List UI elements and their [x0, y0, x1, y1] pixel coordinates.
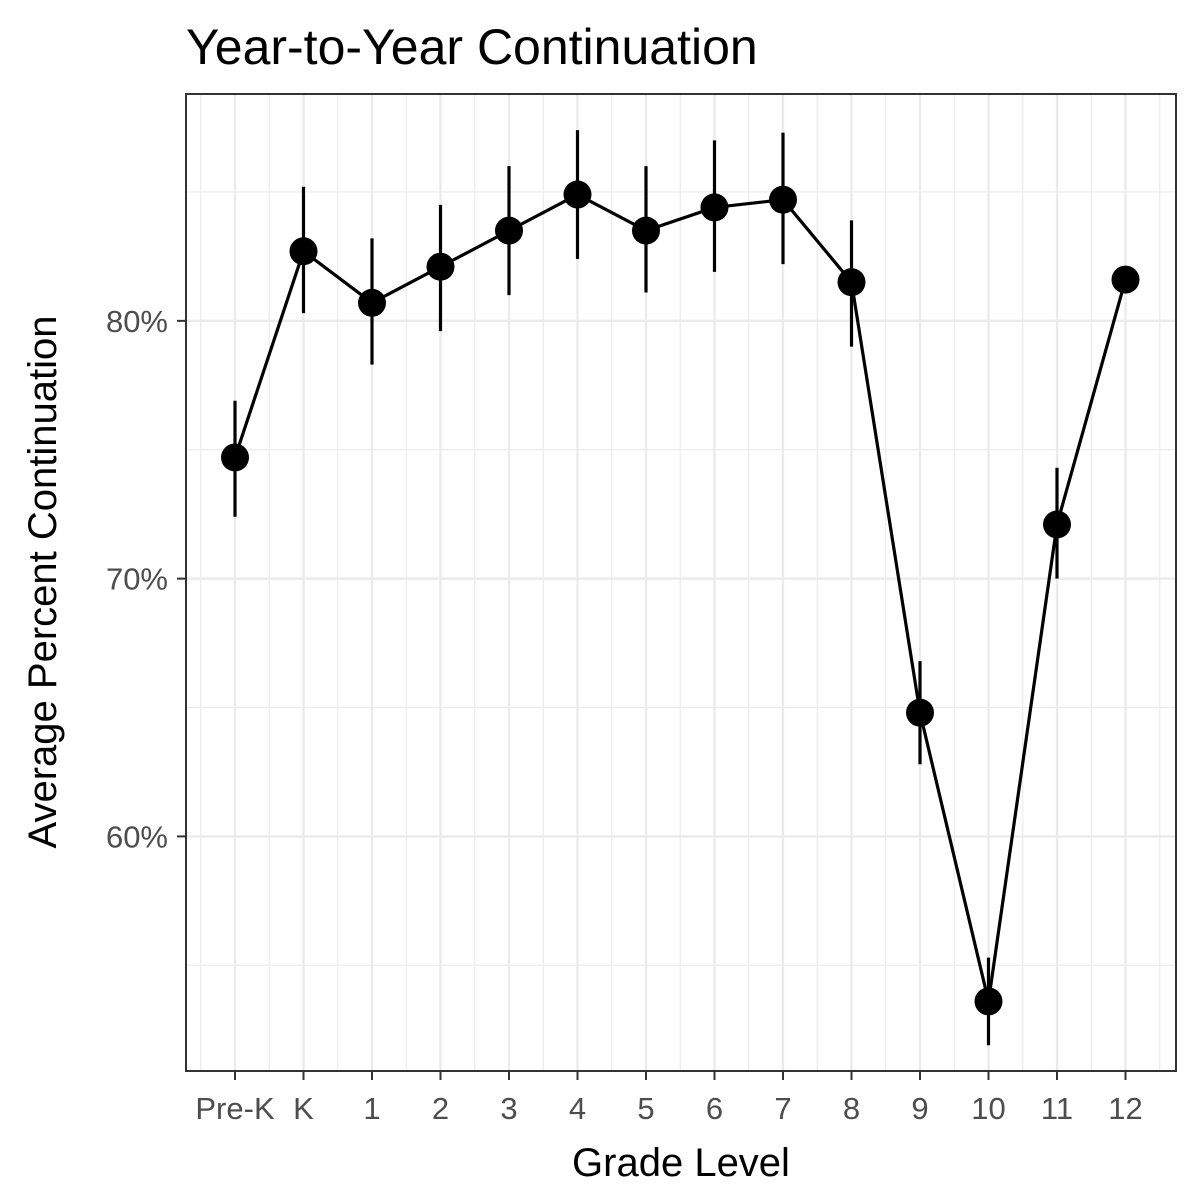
chart-title: Year-to-Year Continuation	[186, 19, 758, 75]
data-point-10	[974, 987, 1003, 1016]
x-tick-label: 9	[911, 1091, 928, 1126]
y-tick-label: 70%	[106, 562, 168, 597]
y-tick-label: 80%	[106, 304, 168, 339]
x-tick-label: 11	[1041, 1091, 1073, 1126]
x-tick-label: 6	[706, 1091, 723, 1126]
y-tick-label: 60%	[106, 819, 168, 854]
data-point-12	[1111, 265, 1140, 294]
data-point-3	[495, 216, 523, 245]
data-point-pre-k	[221, 443, 249, 472]
x-axis-title: Grade Level	[572, 1141, 790, 1185]
data-layer	[221, 130, 1140, 1046]
data-point-8	[837, 268, 866, 297]
y-axis-title: Average Percent Continuation	[21, 316, 65, 849]
x-tick-label: 2	[432, 1091, 449, 1126]
x-tick-label: 12	[1108, 1091, 1142, 1126]
data-point-1	[358, 288, 386, 317]
grid-lines	[186, 94, 1176, 1071]
data-point-6	[700, 193, 729, 222]
x-tick-label: 4	[569, 1091, 586, 1126]
data-point-9	[906, 698, 934, 727]
data-point-4	[563, 180, 592, 209]
x-tick-label: 10	[971, 1091, 1005, 1126]
data-point-2	[426, 252, 455, 281]
data-point-5	[632, 216, 660, 245]
x-tick-label: 3	[500, 1091, 517, 1126]
data-point-7	[769, 185, 797, 214]
x-tick-label: K	[293, 1091, 314, 1126]
x-tick-label: 7	[774, 1091, 791, 1126]
x-tick-label: 8	[843, 1091, 860, 1126]
data-point-k	[289, 237, 318, 266]
x-tick-label: 5	[637, 1091, 654, 1126]
x-tick-label: 1	[363, 1091, 380, 1126]
panel-border	[185, 93, 1177, 1072]
data-point-11	[1043, 510, 1071, 539]
x-tick-label: Pre-K	[195, 1091, 275, 1126]
